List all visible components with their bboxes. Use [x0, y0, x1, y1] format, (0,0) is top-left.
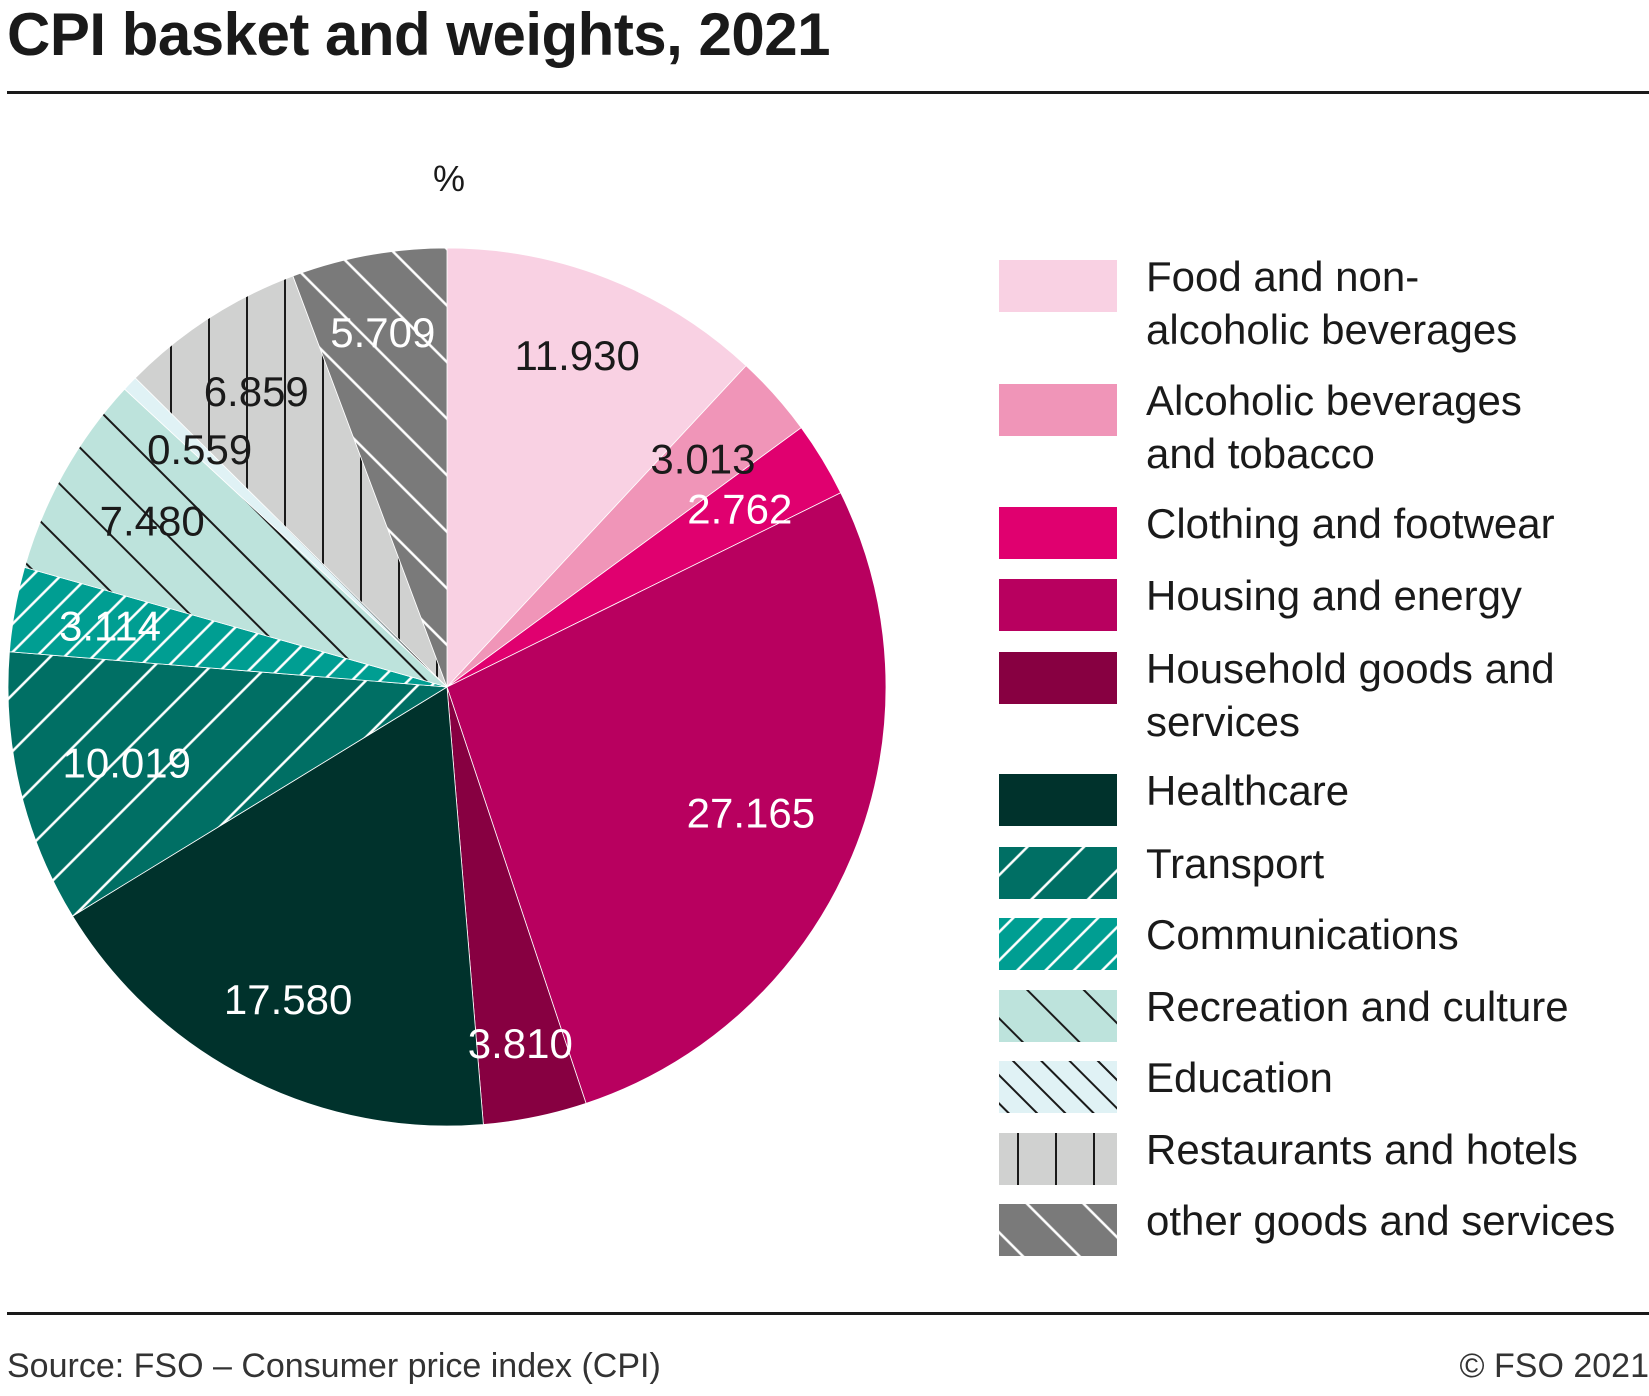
legend-swatch: [999, 384, 1117, 436]
pie-slice-recreation-and-culture: [24, 388, 448, 688]
copyright: © FSO 2021: [1459, 1347, 1649, 1385]
pie-slice-other-goods-and-services: [292, 247, 448, 688]
legend-swatch: [999, 652, 1117, 704]
legend-swatch: [999, 1133, 1117, 1185]
slice-value-label: 3.013: [650, 436, 755, 483]
pie-slice-healthcare: [71, 686, 484, 1127]
legend-item-alcoholic-beverages-and-tobacco: Alcoholic beverages and tobacco: [999, 377, 1522, 477]
legend-item-restaurants-and-hotels: Restaurants and hotels: [999, 1126, 1578, 1185]
legend-swatch: [999, 1061, 1117, 1113]
legend-swatch: [999, 847, 1117, 899]
top-rule: [7, 91, 1649, 94]
legend-label: Transport: [1146, 840, 1325, 887]
legend-item-healthcare: Healthcare: [999, 767, 1349, 826]
legend-swatch: [999, 990, 1117, 1042]
legend-label: Alcoholic beverages and tobacco: [1146, 377, 1522, 477]
legend-swatch: [999, 507, 1117, 559]
legend-swatch: [999, 579, 1117, 631]
legend-label: Food and non-alcoholic beverages: [1146, 253, 1518, 353]
legend-item-recreation-and-culture: Recreation and culture: [999, 983, 1569, 1042]
legend-swatch: [999, 1204, 1117, 1256]
legend-item-other-goods-and-services: other goods and services: [999, 1197, 1615, 1256]
legend-label: Communications: [1146, 911, 1459, 958]
legend-label: Healthcare: [1146, 767, 1350, 814]
slice-value-label: 11.930: [515, 332, 640, 379]
legend-item-clothing-and-footwear: Clothing and footwear: [999, 500, 1555, 559]
legend-label: Restaurants and hotels: [1146, 1126, 1578, 1173]
legend-label: Household goods and services: [1146, 645, 1555, 745]
slice-value-label: 3.114: [59, 602, 161, 649]
slice-value-label: 7.480: [100, 498, 205, 545]
legend-swatch: [999, 918, 1117, 970]
source-note: Source: FSO – Consumer price index (CPI): [7, 1347, 661, 1385]
chart-title: CPI basket and weights, 2021: [7, 1, 830, 68]
unit-label: %: [433, 158, 466, 199]
legend-label: other goods and services: [1146, 1197, 1616, 1244]
slice-value-label: 6.859: [204, 368, 309, 415]
slice-value-label: 5.709: [330, 309, 435, 356]
pie-slice-food-and-non-alcoholic-beverages: [446, 247, 747, 689]
legend-label: Housing and energy: [1146, 572, 1522, 619]
legend-label: Recreation and culture: [1146, 983, 1569, 1030]
legend-item-household-goods-and-services: Household goods and services: [999, 645, 1555, 745]
legend-swatch: [999, 774, 1117, 826]
slice-value-label: 27.165: [687, 790, 815, 837]
legend-label: Clothing and footwear: [1146, 500, 1555, 547]
legend-item-education: Education: [999, 1054, 1333, 1113]
pie-slice-restaurants-and-hotels: [134, 275, 448, 688]
slice-value-label: 10.019: [63, 739, 191, 786]
pie-slice-housing-and-energy: [446, 492, 887, 1104]
slice-value-label: 0.559: [147, 426, 252, 473]
pie-slice-transport: [7, 651, 449, 917]
legend-item-transport: Transport: [999, 840, 1324, 899]
bottom-rule: [7, 1312, 1649, 1315]
legend-item-food-and-non-alcoholic-beverages: Food and non-alcoholic beverages: [999, 253, 1517, 353]
legend-label: Education: [1146, 1054, 1333, 1101]
slice-value-label: 2.762: [687, 485, 792, 532]
legend-swatch: [999, 260, 1117, 312]
legend-item-housing-and-energy: Housing and energy: [999, 572, 1522, 631]
slice-value-label: 3.810: [468, 1020, 573, 1067]
legend-item-communications: Communications: [999, 911, 1459, 970]
slice-value-label: 17.580: [224, 976, 352, 1023]
